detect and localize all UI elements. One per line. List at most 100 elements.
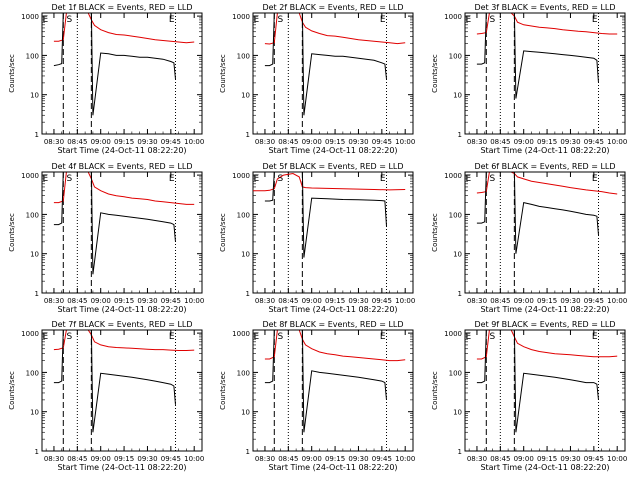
marker-E-right: E (592, 332, 598, 342)
x-tick-label: 09:15 (325, 455, 345, 463)
x-tick-label: 10:00 (184, 297, 204, 305)
marker-E-left: E (42, 15, 48, 25)
panel-title: Det 6f BLACK = Events, RED = LLD (474, 162, 615, 171)
x-tick-label: 09:30 (560, 455, 580, 463)
events-series-line (264, 172, 387, 258)
marker-S: S (278, 332, 284, 342)
plot-frame (252, 329, 414, 452)
y-tick-label: 100 (237, 369, 250, 377)
x-axis-label: Start Time (24-Oct-11 08:22:20) (480, 146, 609, 155)
x-tick-label: 08:45 (67, 297, 87, 305)
x-axis-label: Start Time (24-Oct-11 08:22:20) (268, 305, 397, 314)
y-tick-label: 10 (30, 92, 39, 100)
events-series-line (53, 13, 176, 116)
detector-panel: Det 7f BLACK = Events, RED = LLD 1 10 100 10… (8, 320, 204, 472)
x-tick-label: 10:00 (184, 138, 204, 146)
marker-E-right: E (169, 15, 175, 25)
marker-E-right: E (380, 15, 386, 25)
y-tick-label: 10 (453, 409, 462, 417)
x-tick-label: 09:00 (302, 138, 322, 146)
y-axis-label: Counts/sec (431, 54, 439, 93)
marker-E-left: E (253, 174, 259, 184)
y-tick-label: 1 (246, 290, 250, 298)
x-tick-label: 10:00 (607, 297, 627, 305)
lld-series-line (53, 172, 195, 205)
x-tick-label: 09:15 (537, 455, 557, 463)
x-tick-label: 09:00 (514, 455, 534, 463)
x-tick-label: 08:30 (44, 455, 64, 463)
y-tick-label: 100 (26, 369, 39, 377)
y-tick-label: 1 (458, 448, 462, 456)
x-tick-label: 09:00 (302, 455, 322, 463)
y-tick-label: 1 (246, 131, 250, 139)
x-axis-label: Start Time (24-Oct-11 08:22:20) (480, 305, 609, 314)
y-tick-label: 100 (449, 52, 462, 60)
x-tick-label: 09:45 (372, 455, 392, 463)
x-tick-label: 09:30 (560, 297, 580, 305)
plot-frame (464, 329, 626, 452)
plot-frame (41, 329, 203, 452)
x-axis-label: Start Time (24-Oct-11 08:22:20) (268, 463, 397, 472)
detector-panel: Det 5f BLACK = Events, RED = LLD 1 10 100 10… (219, 162, 415, 314)
x-tick-label: 08:30 (255, 297, 275, 305)
panel-title: Det 2f BLACK = Events, RED = LLD (262, 3, 403, 12)
panel-title: Det 5f BLACK = Events, RED = LLD (262, 162, 403, 171)
plot-area (53, 13, 195, 134)
x-tick-label: 09:15 (325, 297, 345, 305)
x-tick-label: 09:45 (372, 297, 392, 305)
marker-E-left: E (42, 174, 48, 184)
x-tick-label: 08:45 (278, 297, 298, 305)
events-series-line (476, 13, 599, 99)
x-tick-label: 09:45 (584, 455, 604, 463)
plot-area (476, 172, 618, 293)
panel-title: Det 3f BLACK = Events, RED = LLD (474, 3, 615, 12)
panel-title: Det 9f BLACK = Events, RED = LLD (474, 320, 615, 329)
x-axis-label: Start Time (24-Oct-11 08:22:20) (57, 146, 186, 155)
marker-E-right: E (380, 332, 386, 342)
x-tick-label: 08:45 (490, 138, 510, 146)
x-tick-label: 09:30 (348, 138, 368, 146)
detector-panel: Det 8f BLACK = Events, RED = LLD 1 10 100 10… (219, 320, 415, 472)
lld-series-line (53, 330, 195, 351)
x-tick-label: 08:45 (278, 455, 298, 463)
lld-series-line (476, 172, 618, 195)
panel-title: Det 8f BLACK = Events, RED = LLD (262, 320, 403, 329)
x-tick-label: 08:30 (467, 297, 487, 305)
lld-series-line (53, 13, 195, 44)
x-tick-label: 09:00 (514, 297, 534, 305)
marker-E-left: E (253, 15, 259, 25)
y-tick-label: 1 (35, 448, 39, 456)
y-tick-label: 100 (26, 211, 39, 219)
y-tick-label: 1 (458, 290, 462, 298)
marker-E-left: E (465, 332, 471, 342)
plot-frame (252, 171, 414, 294)
detector-panel: Det 2f BLACK = Events, RED = LLD 1 10 100 10… (219, 3, 415, 155)
y-axis-label: Counts/sec (431, 371, 439, 410)
x-axis-label: Start Time (24-Oct-11 08:22:20) (57, 305, 186, 314)
marker-S: S (278, 15, 284, 25)
x-tick-label: 08:30 (44, 297, 64, 305)
marker-S: S (490, 332, 496, 342)
y-tick-label: 100 (449, 211, 462, 219)
detector-panel: Det 6f BLACK = Events, RED = LLD 1 10 100 10… (431, 162, 627, 314)
y-tick-label: 1000 (444, 13, 462, 21)
y-tick-label: 1000 (232, 330, 250, 338)
x-tick-label: 10:00 (184, 455, 204, 463)
marker-S: S (67, 174, 73, 184)
plot-area (53, 172, 195, 293)
events-series-line (53, 172, 176, 275)
x-tick-label: 08:30 (44, 138, 64, 146)
y-axis-label: Counts/sec (219, 213, 227, 252)
y-tick-label: 10 (30, 409, 39, 417)
y-tick-label: 1 (35, 131, 39, 139)
x-tick-label: 09:15 (325, 138, 345, 146)
x-tick-label: 10:00 (607, 455, 627, 463)
x-tick-label: 08:45 (278, 138, 298, 146)
panel-title: Det 7f BLACK = Events, RED = LLD (51, 320, 192, 329)
marker-E-right: E (169, 332, 175, 342)
y-tick-label: 1000 (232, 13, 250, 21)
y-tick-label: 1000 (444, 172, 462, 180)
x-tick-label: 09:30 (137, 138, 157, 146)
